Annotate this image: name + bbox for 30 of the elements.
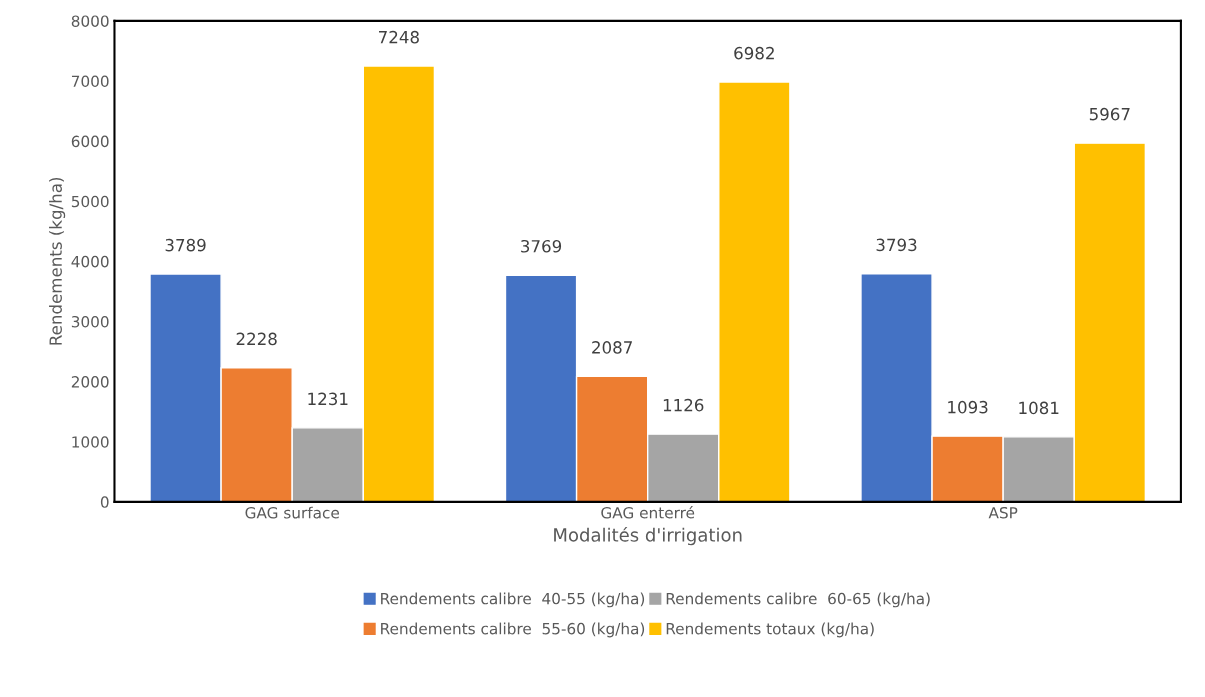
- x-axis-title: Modalités d'irrigation: [554, 527, 742, 546]
- y-tick-label: 2000: [71, 376, 109, 388]
- y-tick-label: 7000: [71, 75, 109, 88]
- y-tick-label: 5000: [71, 195, 109, 208]
- data-label: 7248: [379, 30, 419, 44]
- data-label: 5967: [1089, 107, 1130, 121]
- x-tick-label: GAG enterré: [601, 506, 695, 519]
- data-label: 3793: [876, 238, 917, 252]
- legend-label: Rendements calibre 60-65 (kg/ha): [666, 592, 930, 608]
- data-label: 6982: [734, 46, 774, 60]
- x-tick-label: GAG surface: [245, 506, 339, 519]
- legend-label: Rendements totaux (kg/ha): [666, 622, 874, 638]
- y-axis-title: Rendements (kg/ha): [49, 177, 66, 345]
- data-label: 1081: [1019, 401, 1059, 415]
- data-label: 1126: [663, 398, 704, 412]
- legend-label: Rendements calibre 55-60 (kg/ha): [381, 622, 645, 638]
- data-label: 2087: [592, 341, 632, 354]
- x-tick-label: ASP: [988, 506, 1018, 519]
- y-tick-label: 8000: [71, 15, 109, 27]
- data-label: 3769: [521, 239, 562, 253]
- y-tick-label: 6000: [71, 135, 109, 148]
- data-label: 3789: [165, 238, 206, 252]
- legend-label: Rendements calibre 40-55 (kg/ha): [381, 592, 645, 608]
- data-label: 1231: [308, 392, 348, 406]
- data-label: 2228: [236, 332, 277, 346]
- y-tick-label: 0: [100, 496, 109, 508]
- data-label: 1093: [948, 400, 988, 414]
- y-tick-label: 1000: [72, 436, 109, 448]
- y-tick-label: 3000: [71, 315, 109, 328]
- y-tick-label: 4000: [71, 255, 109, 268]
